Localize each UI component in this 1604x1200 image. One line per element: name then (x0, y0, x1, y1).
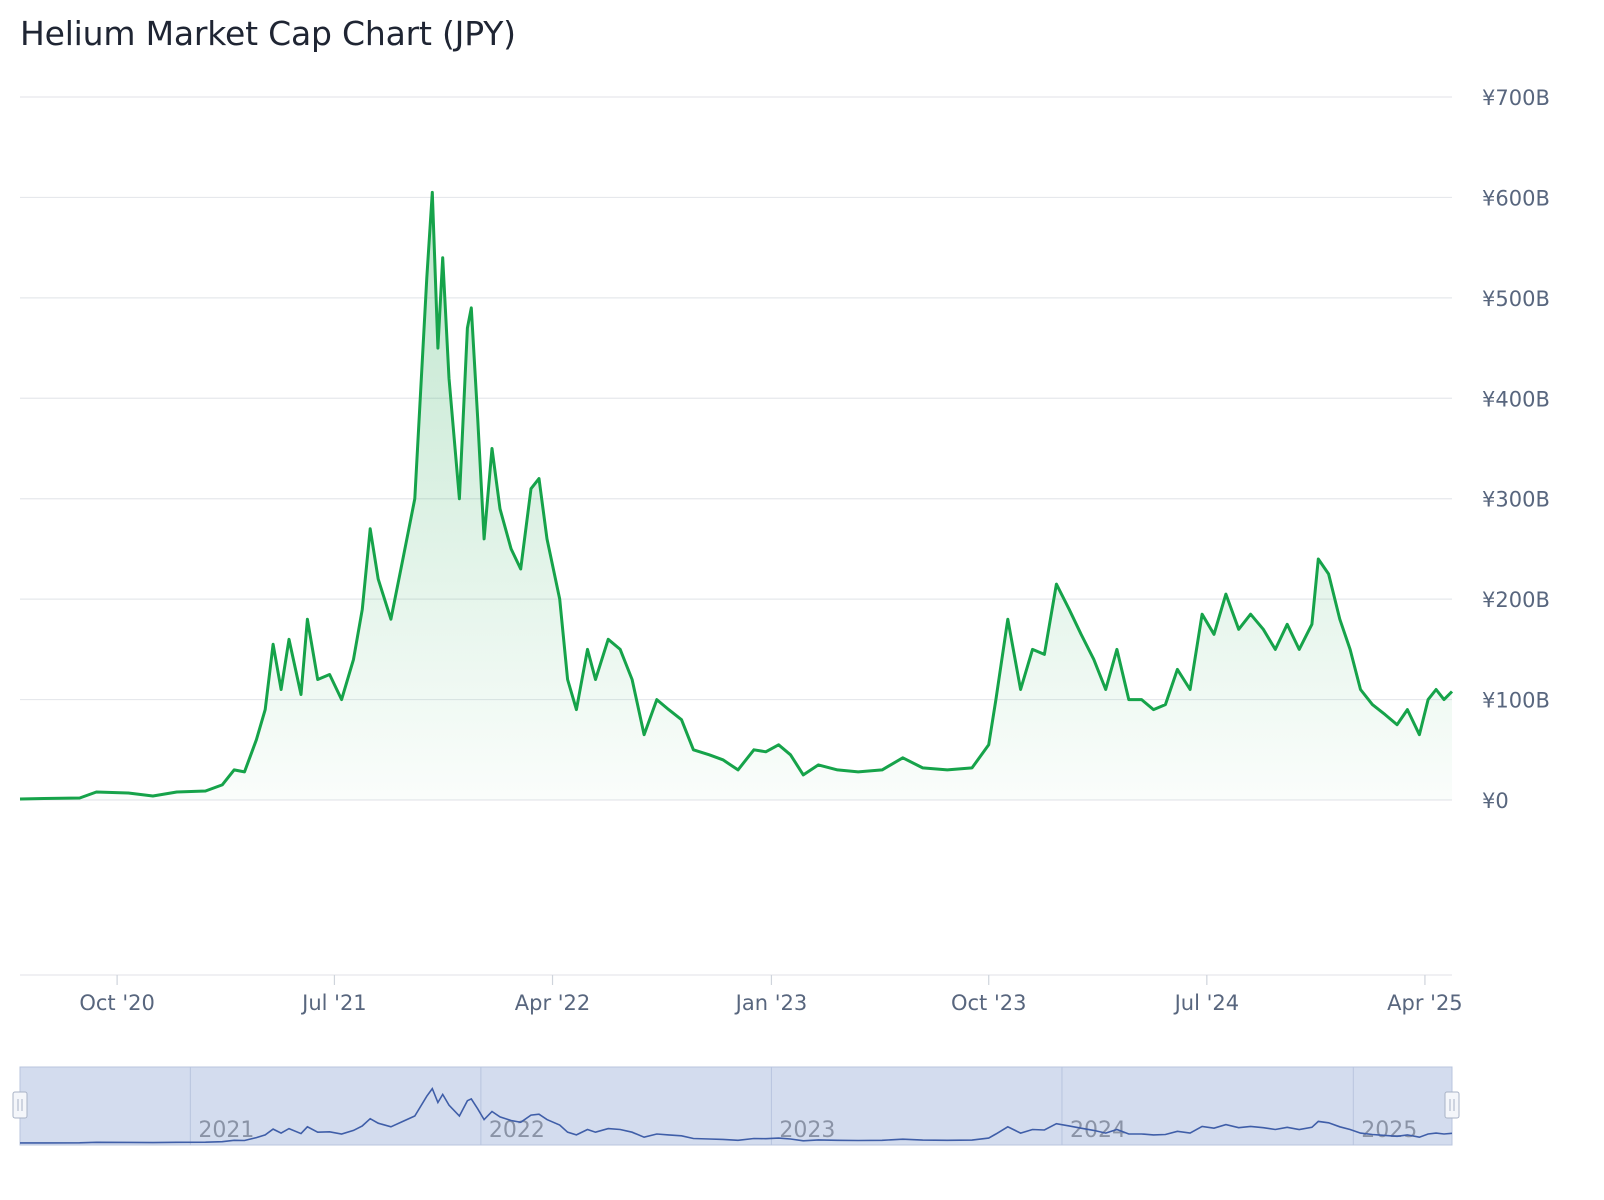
x-tick-label: Apr '25 (1387, 991, 1463, 1015)
y-tick-label: ¥700B (1482, 86, 1550, 110)
navigator-year-label: 2021 (198, 1118, 254, 1143)
y-tick-label: ¥300B (1482, 488, 1550, 512)
y-axis-ticks: ¥0 ¥100B ¥200B ¥300B ¥400B ¥500B ¥600B ¥700B (1482, 86, 1550, 813)
series-area-0 (20, 192, 1452, 800)
x-tick-label: Jul '24 (1173, 991, 1240, 1015)
y-tick-label: ¥400B (1482, 387, 1550, 411)
y-tick-label: ¥200B (1482, 588, 1550, 612)
series-line-0 (19, 190, 1454, 801)
x-tick-label: Oct '20 (79, 991, 154, 1015)
navigator-left-handle[interactable] (12, 1091, 28, 1119)
y-tick-label: ¥500B (1482, 287, 1550, 311)
x-tick-label: Oct '23 (951, 991, 1026, 1015)
x-tick-label: Jan '23 (734, 991, 808, 1015)
x-tick-label: Jul '21 (300, 991, 367, 1015)
navigator-line-0 (20, 1086, 1453, 1144)
grid-lines (20, 96, 1452, 976)
navigator-right-handle[interactable] (1444, 1091, 1460, 1119)
y-tick-label: ¥600B (1482, 186, 1550, 210)
navigator-year-label: 2024 (1070, 1118, 1126, 1143)
x-axis-ticks: Oct '20 Jul '21 Apr '22 Jan '23 Oct '23 Jul '… (79, 975, 1463, 1015)
navigator-year-label: 2025 (1361, 1118, 1417, 1143)
range-navigator[interactable]: 2021 2022 2023 2024 2025 (12, 1066, 1460, 1146)
chart-title: Helium Market Cap Chart (JPY) (20, 14, 516, 53)
series-layer (19, 190, 1454, 801)
y-tick-label: ¥0 (1482, 789, 1509, 813)
navigator-window (19, 1066, 1453, 1146)
x-tick-label: Apr '22 (515, 991, 591, 1015)
y-tick-label: ¥100B (1482, 689, 1550, 713)
